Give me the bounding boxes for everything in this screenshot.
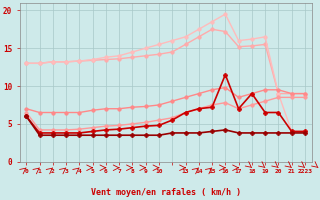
X-axis label: Vent moyen/en rafales ( km/h ): Vent moyen/en rafales ( km/h ) bbox=[91, 188, 241, 197]
